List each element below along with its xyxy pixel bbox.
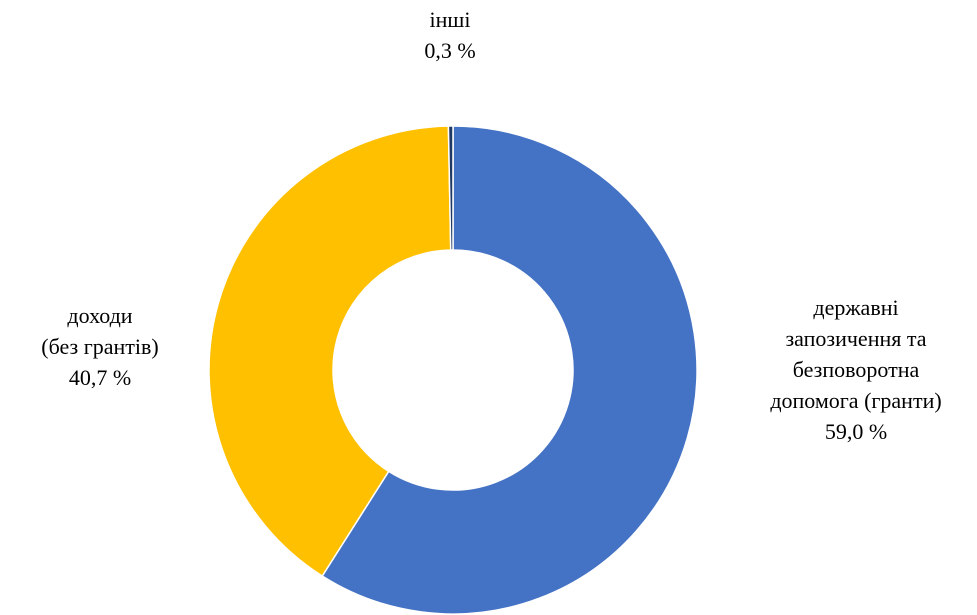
- slice-value-label: 59,0 %: [824, 419, 888, 444]
- slice-label-public-borrowing: державні запозичення та безповоротна доп…: [735, 292, 977, 447]
- slice-label-revenues: доходи (без грантів) 40,7 %: [0, 300, 200, 393]
- slice-label-line: безповоротна: [792, 357, 920, 382]
- donut-slice-other: [447, 125, 454, 251]
- slice-value-label: 40,7 %: [68, 365, 132, 390]
- slice-value-label: 0,3 %: [424, 38, 476, 63]
- slice-label-line: допомога (гранти): [770, 388, 942, 413]
- slice-label-line: доходи: [67, 303, 133, 328]
- slice-label-other: інші 0,3 %: [380, 4, 520, 66]
- donut-slice-revenues: [208, 125, 452, 578]
- slice-label-line: (без грантів): [41, 334, 159, 359]
- donut-slices: [208, 125, 698, 615]
- donut-slice-public-borrowing: [321, 125, 698, 615]
- slice-label-line: запозичення та: [785, 326, 927, 351]
- slice-label-line: інші: [429, 7, 471, 32]
- slice-label-line: державні: [813, 295, 899, 320]
